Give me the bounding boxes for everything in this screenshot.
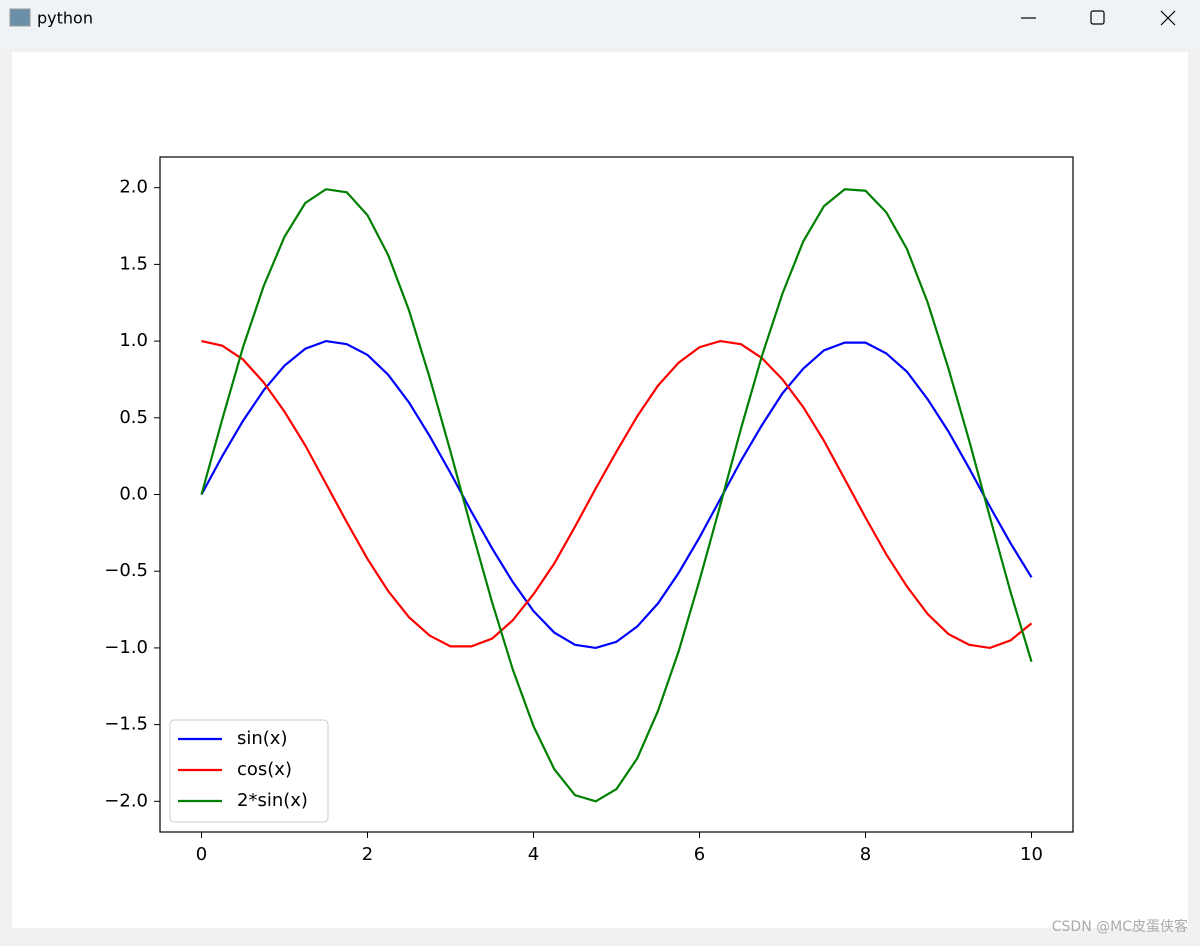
close-button[interactable]: [1160, 10, 1176, 26]
y-tick-label: 1.5: [119, 253, 148, 274]
y-tick-label: 0.5: [119, 407, 148, 428]
y-tick-label: 0.0: [119, 484, 148, 505]
window-title: python: [37, 9, 93, 28]
y-tick-label: −1.0: [104, 637, 148, 658]
series-line: [200, 339, 1033, 650]
x-tick-label: 0: [196, 844, 207, 865]
legend-label: cos(x): [237, 759, 292, 780]
x-tick-label: 8: [860, 844, 871, 865]
plot: 0 2 4 6 8 10 −2.0 −1.5 −1.0 −0.5 0.0 0.5 1.0 1.5 2.0 si…: [104, 156, 1074, 865]
y-tick-label: −2.0: [104, 790, 148, 811]
x-tick-label: 4: [528, 844, 539, 865]
legend-label: 2*sin(x): [237, 790, 308, 811]
x-tick-label: 10: [1020, 844, 1043, 865]
y-tick-label: −0.5: [104, 560, 148, 581]
y-tick-label: 2.0: [119, 177, 148, 198]
legend-box: [169, 719, 329, 823]
y-tick-label: 1.0: [119, 330, 148, 351]
legend-label: sin(x): [237, 728, 287, 749]
watermark: CSDN @MC皮蛋侠客: [1052, 918, 1188, 935]
title-bar: [0, 0, 1200, 46]
maximize-button[interactable]: [1090, 10, 1105, 25]
series-line: [200, 188, 1033, 803]
y-tick-label: −1.5: [104, 714, 148, 735]
x-tick-label: 6: [694, 844, 705, 865]
x-tick-label: 2: [362, 844, 373, 865]
legend: sin(x) cos(x) 2*sin(x): [169, 719, 329, 823]
axes-frame: [159, 156, 1074, 833]
app-icon: [9, 8, 31, 27]
series-line: [201, 339, 1033, 650]
